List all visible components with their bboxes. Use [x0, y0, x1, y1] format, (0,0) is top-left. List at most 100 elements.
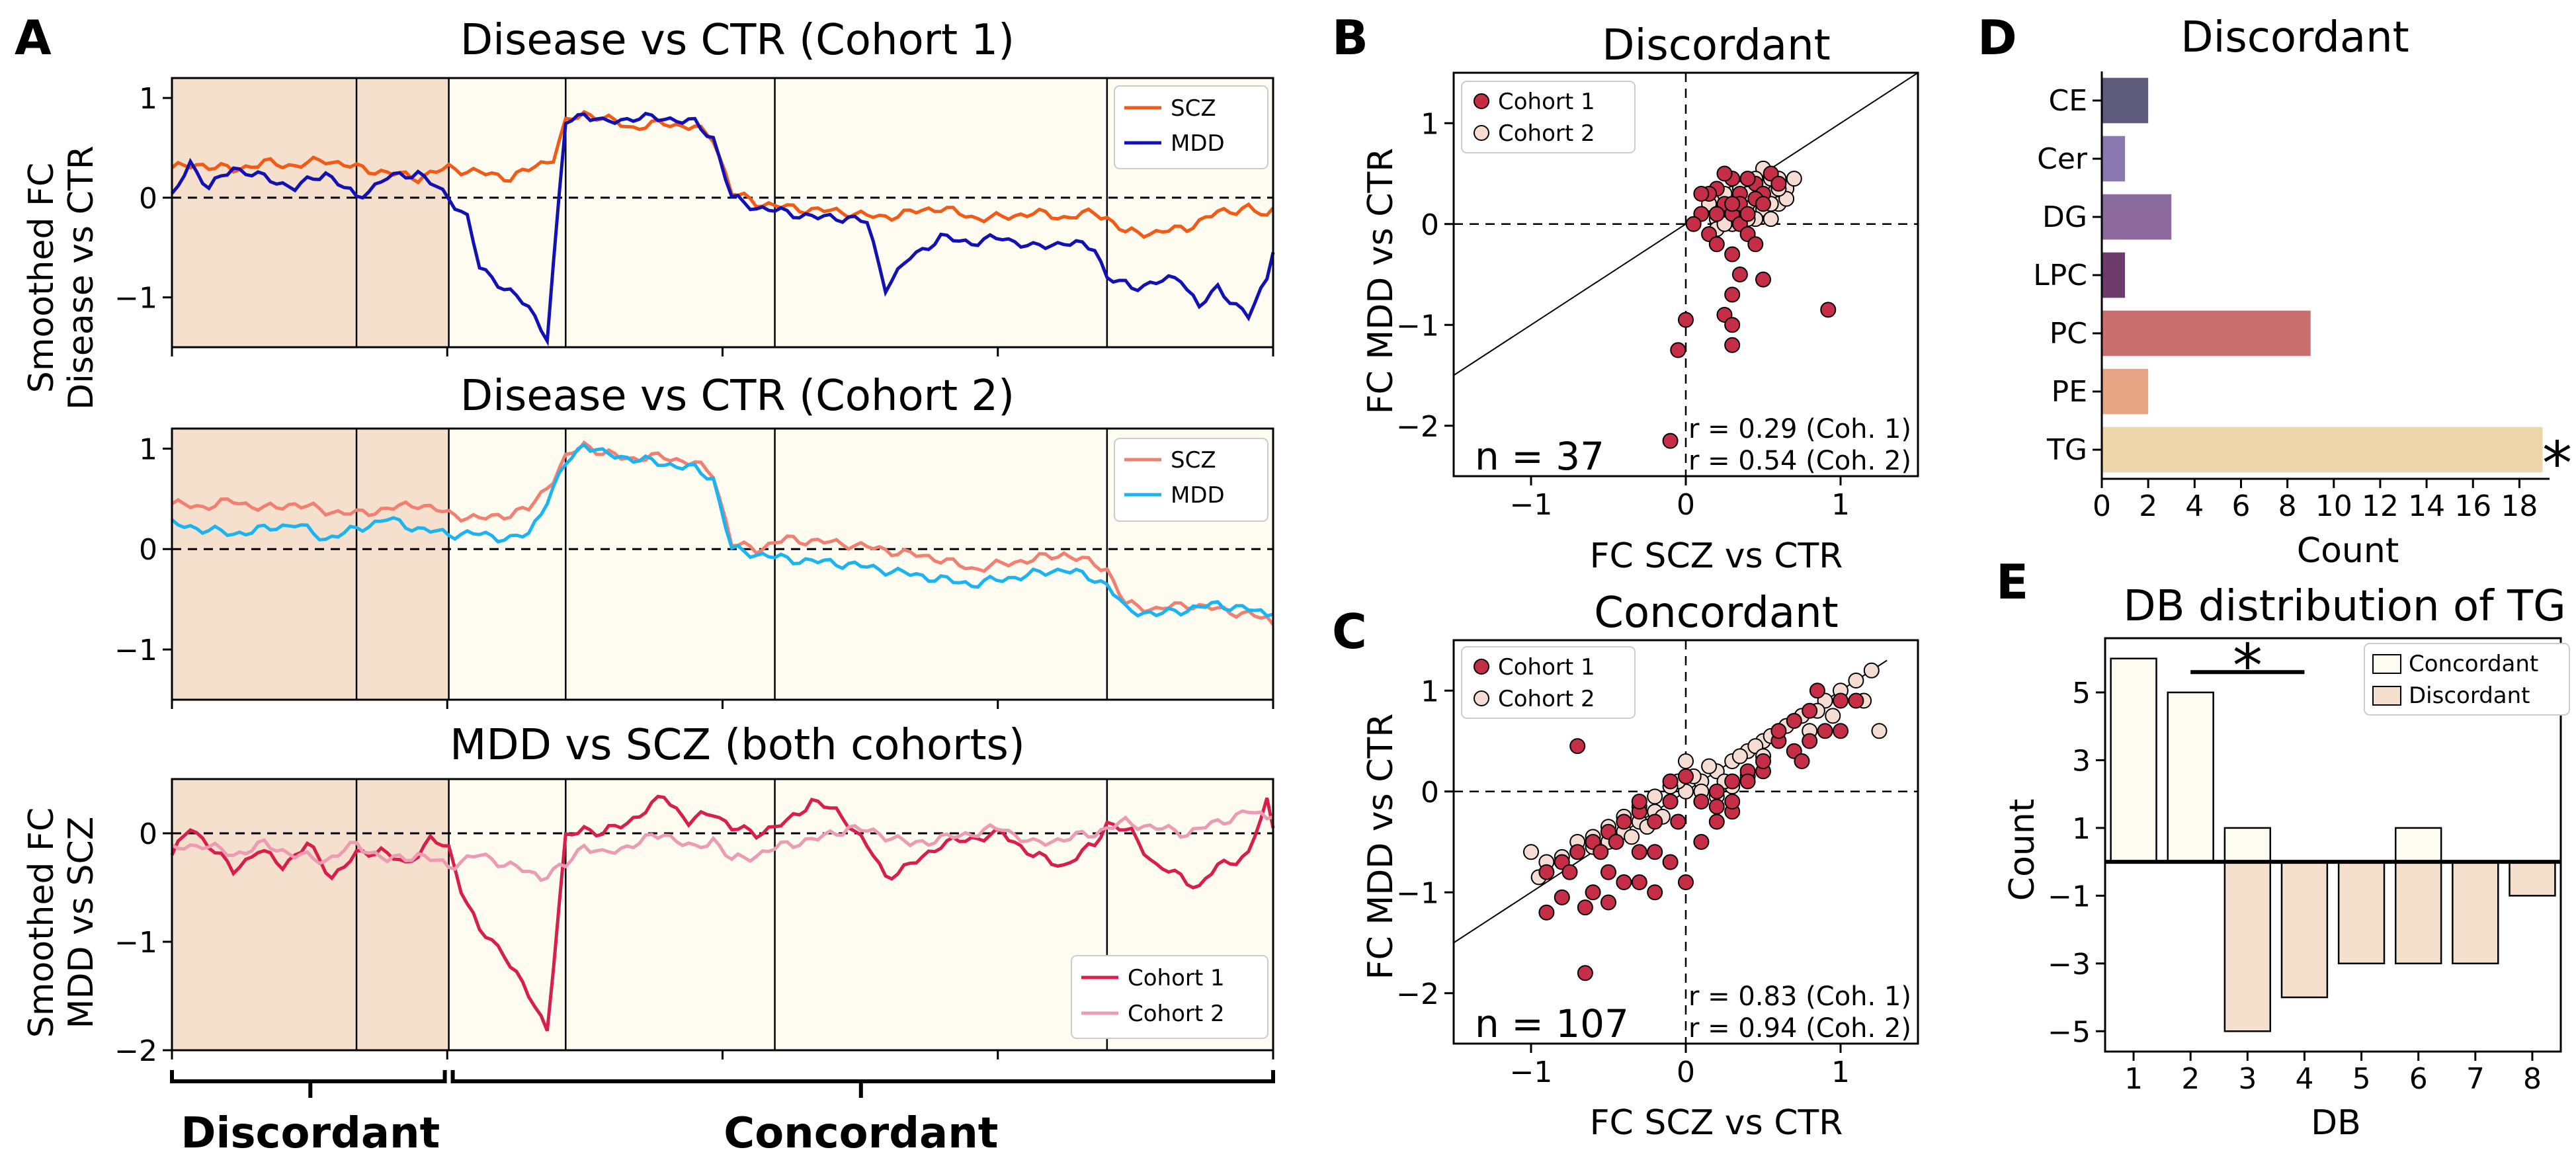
bar-lpc: [2102, 252, 2126, 298]
point-cohort-1: [1724, 317, 1741, 333]
point-cohort-1: [1600, 864, 1616, 880]
y-tick-label: −1: [1396, 309, 1439, 343]
bar-discordant-db-8: [2509, 860, 2556, 897]
chart-title: Disease vs CTR (Cohort 2): [460, 372, 1015, 421]
y-axis-label-mdd-scz-line2: MDD vs SCZ: [62, 817, 101, 1029]
bar-tg: [2102, 427, 2543, 473]
legend: Cohort 1 Cohort 2: [1461, 81, 1636, 153]
legend-marker-cohort-1: [1474, 93, 1489, 109]
point-cohort-2: [1523, 844, 1539, 860]
point-cohort-1: [1647, 844, 1663, 860]
panel-a1: 1 0 −1 Disease vs CTR (Cohort 1) SCZ MDD: [114, 16, 1275, 356]
y-tick-label: 1: [1421, 675, 1439, 708]
bar-concordant-db-3: [2223, 827, 2272, 863]
chart-title: Discordant: [1602, 21, 1830, 70]
legend-swatch-discordant: [2372, 686, 2401, 706]
x-axis-label: FC SCZ vs CTR: [1590, 536, 1843, 576]
point-cohort-1: [1794, 753, 1810, 769]
x-axis-label: DB: [2311, 1103, 2361, 1143]
y-ticks: 0 −1 −2: [114, 817, 172, 1068]
point-cohort-1: [1577, 899, 1593, 916]
legend-label-cohort-1: Cohort 1: [1128, 965, 1225, 991]
panel-c: −1 0 1 1 0 −1 −2 Concordant FC SCZ vs CTR FC …: [1361, 589, 1919, 1143]
legend-box: [1071, 955, 1268, 1039]
point-cohort-1: [1724, 794, 1741, 809]
significance-star: *: [2233, 632, 2263, 701]
x-ticks: [171, 700, 1274, 709]
y-tick-label: −5: [2048, 1015, 2091, 1049]
x-tick-label: 6: [2231, 489, 2250, 523]
chart-title: Disease vs CTR (Cohort 1): [460, 16, 1015, 65]
x-tick-label: 4: [2295, 1062, 2313, 1096]
x-axis-label: FC SCZ vs CTR: [1590, 1103, 1843, 1143]
point-cohort-2: [1701, 758, 1718, 774]
x-tick-label: 8: [2278, 489, 2297, 523]
discordant-shade: [172, 78, 449, 347]
x-tick-label: −1: [1510, 488, 1553, 522]
point-cohort-1: [1747, 236, 1764, 253]
point-cohort-1: [1608, 834, 1624, 850]
scatter-points: [1523, 662, 1888, 981]
y-tick-label: 1: [139, 82, 157, 116]
x-tick-label: −1: [1510, 1056, 1553, 1089]
panel-letter-d: D: [1977, 10, 2017, 65]
point-cohort-1: [1538, 864, 1555, 880]
point-cohort-1: [1678, 768, 1694, 784]
discordant-shade: [172, 429, 449, 700]
x-axis-label: Count: [2297, 531, 2399, 571]
point-cohort-1: [1569, 844, 1586, 860]
point-cohort-1: [1647, 884, 1663, 901]
point-cohort-1: [1755, 271, 1771, 288]
bar-discordant-db-3: [2223, 860, 2272, 1032]
point-cohort-1: [1848, 692, 1864, 709]
panel-a3: 0 −1 −2 MDD vs SCZ (both cohorts) Cohort 1…: [114, 721, 1275, 1068]
cohort-1-line: [170, 794, 1275, 1032]
point-cohort-2: [1731, 748, 1748, 765]
r-label-cohort-2: r = 0.54 (Coh. 2): [1688, 446, 1911, 476]
legend-swatch-concordant: [2372, 654, 2401, 674]
x-tick-label: 3: [2238, 1062, 2257, 1096]
point-cohort-2: [1786, 171, 1802, 187]
x-tick-label: 18: [2501, 489, 2538, 523]
point-cohort-1: [1616, 874, 1632, 890]
concordant-bracket: [450, 1070, 1275, 1098]
point-cohort-1: [1538, 904, 1555, 921]
point-cohort-1: [1739, 206, 1756, 222]
discordant-shade: [172, 779, 449, 1050]
x-tick-label: 0: [2093, 489, 2111, 523]
panel-letter-c: C: [1332, 604, 1367, 659]
y-tick-label: −1: [2048, 880, 2091, 913]
legend-label-mdd: MDD: [1171, 482, 1225, 509]
point-cohort-1: [1833, 723, 1849, 739]
y-tick-label: −2: [1396, 977, 1439, 1011]
bar-pe: [2102, 368, 2149, 415]
point-cohort-1: [1833, 692, 1849, 709]
axes-spines: [2100, 71, 2550, 480]
panel-letter-b: B: [1332, 10, 1368, 65]
panel-b: −1 0 1 1 0 −1 −2 Discordant FC SCZ vs CTR FC …: [1361, 21, 1919, 576]
y-tick-label: −3: [2048, 948, 2091, 981]
y-tick-label: 0: [1421, 208, 1439, 242]
point-cohort-1: [1724, 773, 1741, 790]
legend: Cohort 1 Cohort 2: [1071, 955, 1268, 1039]
n-label: n = 107: [1475, 1001, 1629, 1046]
point-cohort-1: [1561, 864, 1578, 880]
bar-discordant-db-5: [2337, 860, 2386, 965]
x-ticks: −1 0 1: [1510, 1044, 1850, 1089]
cohort-2-line: [171, 809, 1274, 882]
point-cohort-2: [1848, 673, 1864, 688]
x-tick-label: 6: [2409, 1062, 2428, 1096]
mdd-line: [171, 442, 1274, 618]
point-cohort-1: [1731, 267, 1748, 282]
y-tick-label: −2: [1396, 410, 1439, 444]
y-tick-label: −2: [114, 1034, 157, 1068]
point-cohort-1: [1670, 813, 1686, 830]
point-cohort-1: [1724, 286, 1741, 303]
legend-label-cohort-1: Cohort 1: [1498, 654, 1595, 681]
y-tick-label: −1: [114, 926, 157, 960]
legend: SCZ MDD: [1114, 85, 1268, 169]
significance-star: *: [2542, 429, 2572, 499]
legend-label-discordant: Discordant: [2409, 683, 2530, 709]
x-tick-label: 0: [1677, 488, 1695, 522]
